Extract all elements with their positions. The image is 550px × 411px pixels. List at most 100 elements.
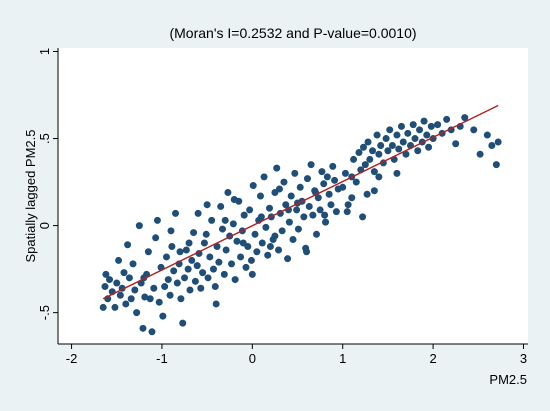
data-point [141, 293, 149, 301]
data-point [397, 122, 405, 130]
data-point [233, 237, 241, 245]
data-point [188, 256, 196, 264]
data-point [124, 241, 132, 249]
data-point [325, 190, 333, 198]
data-point [373, 131, 381, 139]
data-point [494, 138, 502, 146]
data-point [190, 229, 198, 237]
data-point [166, 291, 174, 299]
data-point [260, 173, 268, 181]
data-point [224, 189, 232, 197]
data-point [150, 284, 158, 292]
data-point [262, 223, 270, 231]
data-point [375, 173, 383, 181]
data-point [492, 161, 500, 169]
data-point [271, 232, 279, 240]
data-point [284, 255, 292, 263]
data-point [425, 143, 433, 151]
data-point [193, 262, 201, 270]
data-point [285, 218, 293, 226]
data-point [173, 279, 181, 287]
x-tick-label: -2 [66, 351, 78, 366]
data-point [199, 269, 207, 277]
data-point [266, 242, 274, 250]
x-tick-label: -1 [156, 351, 168, 366]
data-point [148, 328, 156, 336]
data-point [220, 270, 228, 278]
data-point [168, 242, 176, 250]
data-point [237, 253, 245, 261]
data-point [327, 201, 335, 209]
data-point [409, 121, 417, 129]
chart-title: (Moran's I=0.2532 and P-value=0.0010) [169, 25, 416, 41]
data-point [240, 211, 248, 219]
data-point [258, 239, 266, 247]
x-tick-label: 2 [429, 351, 436, 366]
data-point [246, 206, 254, 214]
data-point [122, 300, 130, 308]
data-point [309, 211, 317, 219]
data-point [341, 169, 349, 177]
data-point [266, 204, 273, 212]
data-point [395, 145, 403, 153]
data-point [305, 202, 313, 210]
data-point [369, 147, 377, 155]
data-point [275, 246, 283, 254]
data-point [316, 206, 324, 214]
data-point [264, 251, 272, 259]
data-point [127, 295, 135, 303]
data-point [211, 283, 219, 291]
data-point [402, 150, 410, 158]
data-point [215, 258, 223, 266]
data-point [125, 274, 133, 282]
data-point [197, 284, 205, 292]
x-ticks: -2 -1 0 1 2 3 [66, 344, 527, 366]
data-point [251, 230, 259, 238]
data-point [239, 239, 247, 247]
data-point [172, 209, 179, 217]
data-point [291, 169, 299, 177]
data-point [420, 117, 428, 125]
data-point [129, 260, 137, 268]
data-point [366, 155, 374, 163]
data-point [155, 298, 163, 306]
data-point [329, 162, 337, 170]
data-point [115, 256, 123, 264]
data-point [176, 248, 184, 256]
fit-line-group [102, 104, 499, 300]
data-point [170, 267, 178, 275]
data-points [99, 114, 502, 336]
data-point [99, 303, 107, 311]
data-point [352, 178, 360, 186]
data-point [314, 194, 322, 202]
data-point [411, 135, 419, 143]
data-point [179, 319, 187, 327]
data-point [416, 126, 424, 134]
data-point [307, 161, 315, 169]
data-point [248, 270, 256, 278]
data-point [144, 248, 152, 256]
data-point [249, 182, 257, 190]
data-point [399, 138, 407, 146]
data-point [377, 142, 385, 150]
data-point [139, 324, 147, 332]
data-point [208, 216, 216, 224]
data-point [159, 312, 167, 320]
y-ticks: -.5 0 .5 1 [37, 48, 58, 320]
data-point [384, 147, 392, 155]
data-point [427, 122, 435, 130]
data-point [313, 230, 320, 238]
data-point [185, 239, 193, 247]
y-axis-label: Spatially lagged PM2.5 [23, 130, 38, 263]
data-point [386, 126, 394, 134]
data-point [217, 202, 225, 210]
data-point [363, 190, 371, 198]
data-point [213, 242, 221, 250]
data-point [348, 194, 356, 202]
data-point [393, 131, 401, 139]
y-tick-label: .5 [37, 133, 52, 144]
data-point [257, 213, 265, 221]
data-point [294, 225, 302, 233]
data-point [120, 269, 128, 277]
